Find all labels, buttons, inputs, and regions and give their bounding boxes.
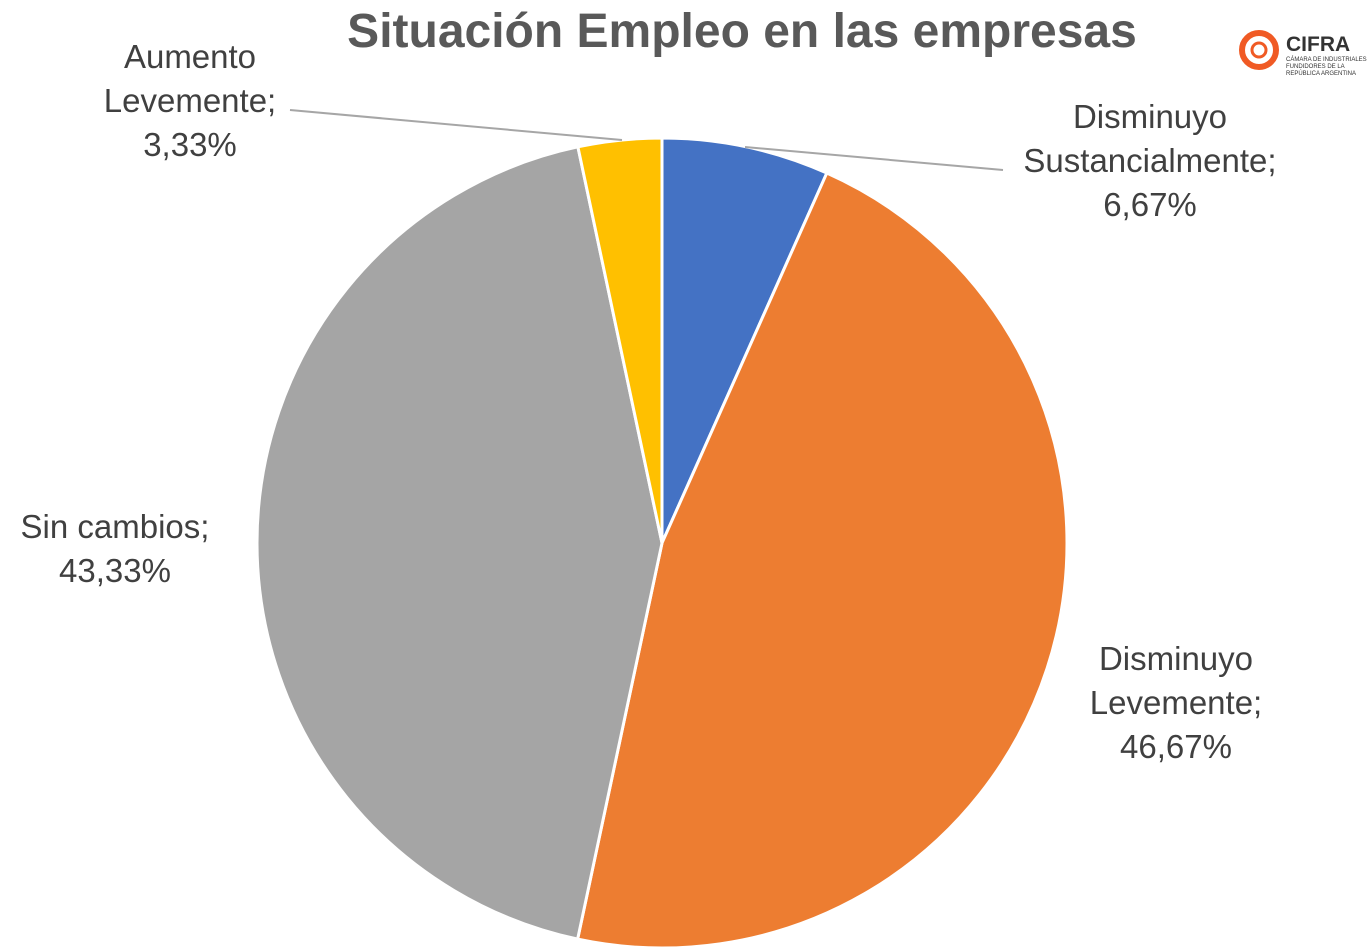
category-label: Sin cambios: [20, 508, 201, 545]
label-separator: ;: [1267, 142, 1277, 179]
category-label: Disminuyo Sustancialmente: [1023, 98, 1268, 179]
logo-name: CIFRA: [1286, 33, 1351, 56]
leader-line: [744, 146, 1004, 171]
value-label: 46,67%: [1120, 728, 1232, 765]
data-label: Sin cambios; 43,33%: [0, 505, 235, 593]
value-label: 43,33%: [59, 552, 171, 589]
pie-slice: [575, 171, 1069, 950]
category-label: Aumento Levemente: [103, 38, 268, 119]
logo-icon-inner: [1250, 41, 1268, 59]
pie-slice: [255, 145, 664, 941]
data-label: Disminuyo Sustancialmente; 6,67%: [1000, 95, 1300, 227]
label-separator: ;: [200, 508, 210, 545]
data-label: Disminuyo Levemente; 46,67%: [1066, 637, 1286, 769]
logo-subtitle: CÁMARA DE INDUSTRIALES FUNDIDORES DE LA …: [1286, 57, 1367, 77]
value-label: 6,67%: [1103, 186, 1197, 223]
chart-title: Situación Empleo en las empresas: [347, 5, 1137, 58]
data-label: Aumento Levemente; 3,33%: [90, 35, 290, 167]
label-separator: ;: [267, 82, 277, 119]
leader-line: [289, 109, 623, 141]
logo-icon: [1239, 30, 1279, 70]
label-separator: ;: [1253, 684, 1263, 721]
category-label: Disminuyo Levemente: [1089, 640, 1254, 721]
value-label: 3,33%: [143, 126, 237, 163]
